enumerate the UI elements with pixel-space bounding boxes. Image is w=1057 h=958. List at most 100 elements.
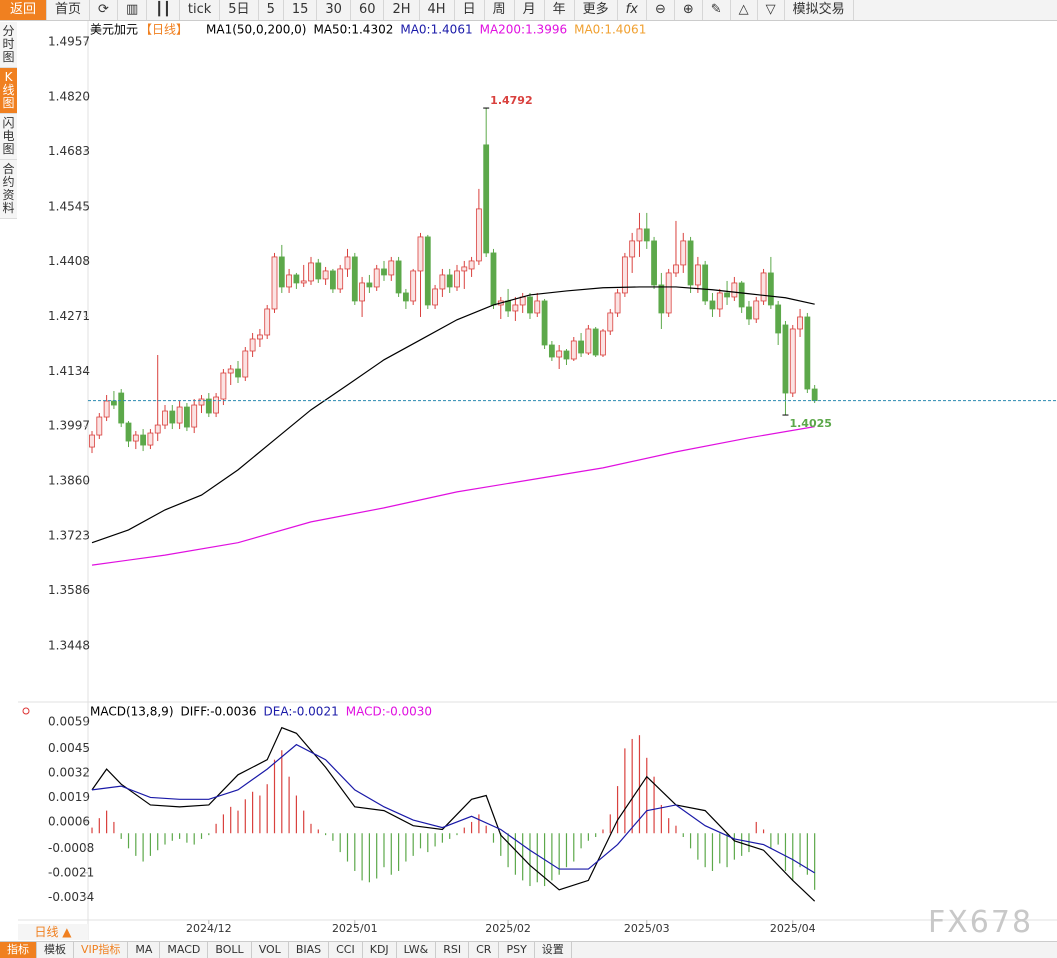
y-tick-label: 1.3448 bbox=[48, 638, 90, 652]
macd-line bbox=[91, 743, 815, 874]
bottom-tab[interactable]: CCI bbox=[329, 942, 363, 958]
candle-body bbox=[249, 338, 256, 352]
candle-body bbox=[490, 252, 497, 306]
y-tick-label: 1.4683 bbox=[48, 144, 90, 158]
candle-body bbox=[366, 282, 373, 288]
candle-body bbox=[563, 350, 570, 360]
candle-body bbox=[191, 404, 198, 428]
bottom-tab[interactable]: RSI bbox=[436, 942, 470, 958]
candle-body bbox=[804, 316, 811, 390]
tick-button[interactable]: tick bbox=[180, 0, 221, 20]
x-tick-label: 2025/01 bbox=[332, 922, 378, 935]
up-button[interactable]: △ bbox=[731, 0, 758, 20]
annotation-label: 1.4025 bbox=[789, 417, 831, 430]
watermark: FX678 bbox=[928, 905, 1034, 940]
bottom-tab[interactable]: BIAS bbox=[289, 942, 330, 958]
period-button[interactable]: 月 bbox=[515, 0, 545, 20]
candle-body bbox=[242, 350, 249, 378]
legend-item: MA0:1.4061 bbox=[400, 23, 472, 37]
candle-body bbox=[147, 432, 154, 446]
chart-type-button[interactable]: ▥ bbox=[118, 0, 148, 20]
candle-body bbox=[154, 424, 161, 434]
candle-body bbox=[162, 410, 168, 426]
candle-body bbox=[227, 368, 234, 374]
candle-body bbox=[111, 400, 117, 406]
side-tab[interactable]: 合约资料 bbox=[0, 160, 17, 219]
candle-body bbox=[614, 292, 621, 314]
candle-body bbox=[205, 398, 212, 414]
draw-button[interactable]: ✎ bbox=[703, 0, 731, 20]
candle-body bbox=[184, 406, 190, 428]
candle-body bbox=[570, 340, 577, 360]
candle-body bbox=[322, 270, 329, 280]
ma-line bbox=[91, 286, 815, 544]
bottom-tab[interactable]: VOL bbox=[252, 942, 289, 958]
side-tab[interactable]: K线图 bbox=[0, 68, 17, 114]
candle-body bbox=[293, 274, 300, 284]
bottom-tab[interactable]: MA bbox=[128, 942, 161, 958]
y-tick-label: -0.0008 bbox=[48, 841, 94, 855]
bottom-tab[interactable]: LW& bbox=[397, 942, 437, 958]
back-button[interactable]: 返回 bbox=[0, 0, 48, 20]
refresh-button[interactable]: ⟳ bbox=[90, 0, 118, 20]
candle-body bbox=[483, 144, 490, 254]
candle-type-button[interactable]: ┃┃ bbox=[147, 0, 180, 20]
candle-body bbox=[541, 300, 548, 346]
bottom-tab[interactable]: 指标 bbox=[0, 942, 37, 958]
y-tick-label: 0.0045 bbox=[48, 741, 90, 755]
zoom-out-button[interactable]: ⊖ bbox=[647, 0, 675, 20]
simulate-button[interactable]: 模拟交易 bbox=[785, 0, 854, 20]
candle-body bbox=[103, 400, 110, 418]
period-button[interactable]: 30 bbox=[317, 0, 351, 20]
period-button[interactable]: 日 bbox=[455, 0, 485, 20]
candle-body bbox=[388, 260, 395, 276]
period-button[interactable]: 2H bbox=[384, 0, 420, 20]
candle-body bbox=[395, 260, 402, 294]
side-tab[interactable]: 闪电图 bbox=[0, 114, 17, 160]
period-button[interactable]: 周 bbox=[485, 0, 515, 20]
candle-body bbox=[454, 270, 460, 288]
candle-body bbox=[96, 416, 103, 436]
bottom-tab[interactable]: BOLL bbox=[208, 942, 252, 958]
candle-body bbox=[329, 270, 336, 290]
zoom-in-button[interactable]: ⊕ bbox=[675, 0, 703, 20]
home-button[interactable]: 首页 bbox=[47, 0, 91, 20]
settings-icon[interactable] bbox=[22, 707, 30, 715]
y-tick-label: 1.3860 bbox=[48, 474, 90, 488]
candle-body bbox=[257, 334, 263, 340]
side-tab[interactable]: 分时图 bbox=[0, 22, 17, 68]
candle-body bbox=[673, 264, 679, 274]
candle-body bbox=[636, 228, 643, 242]
candle-body bbox=[315, 262, 322, 280]
candle-body bbox=[716, 292, 723, 310]
candle-body bbox=[359, 282, 365, 302]
more-button[interactable]: 更多 bbox=[575, 0, 618, 20]
period-button[interactable]: 5 bbox=[259, 0, 284, 20]
candle-body bbox=[125, 422, 132, 442]
fx-button[interactable]: fx bbox=[618, 0, 647, 20]
y-tick-label: 0.0006 bbox=[48, 814, 90, 828]
y-tick-label: 0.0019 bbox=[48, 790, 90, 804]
candle-body bbox=[381, 268, 387, 276]
legend-item: MACD(13,8,9) bbox=[90, 705, 174, 719]
candle-body bbox=[220, 372, 227, 400]
bottom-tab[interactable]: KDJ bbox=[363, 942, 397, 958]
down-button[interactable]: ▽ bbox=[758, 0, 785, 20]
candle-body bbox=[424, 236, 431, 306]
bottom-tab[interactable]: 模板 bbox=[37, 942, 74, 958]
bottom-tab[interactable]: 设置 bbox=[535, 942, 572, 958]
candle-body bbox=[213, 396, 220, 414]
candle-body bbox=[344, 256, 351, 270]
bottom-tab[interactable]: PSY bbox=[499, 942, 535, 958]
candle-body bbox=[629, 240, 636, 258]
period-button[interactable]: 15 bbox=[284, 0, 318, 20]
bottom-tab[interactable]: VIP指标 bbox=[74, 942, 129, 958]
period-button[interactable]: 5日 bbox=[220, 0, 259, 20]
bottom-tab[interactable]: CR bbox=[469, 942, 500, 958]
period-button[interactable]: 4H bbox=[420, 0, 455, 20]
bottom-tab[interactable]: MACD bbox=[160, 942, 209, 958]
period-button[interactable]: 日线 ▲ bbox=[18, 924, 88, 940]
period-button[interactable]: 60 bbox=[351, 0, 385, 20]
period-button[interactable]: 年 bbox=[545, 0, 575, 20]
